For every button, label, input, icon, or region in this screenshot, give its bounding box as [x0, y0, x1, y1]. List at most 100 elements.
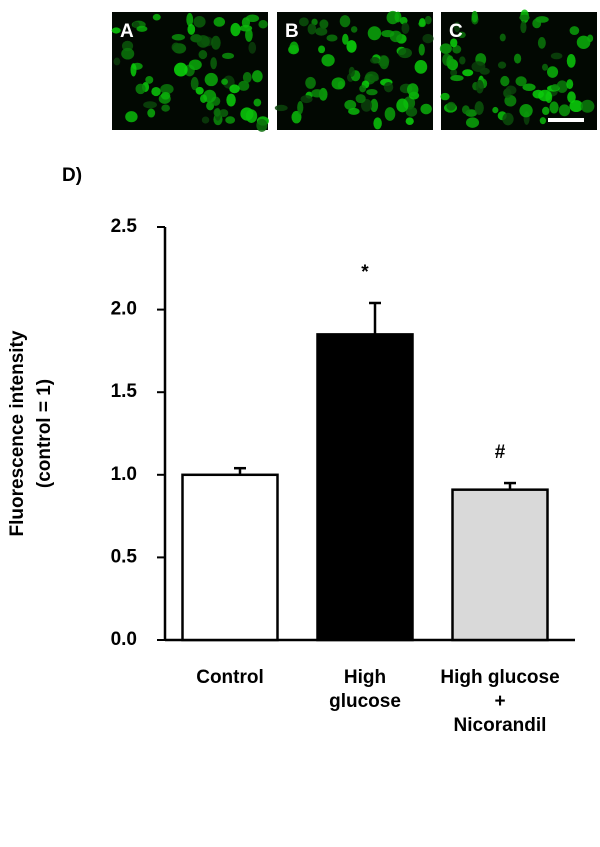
cell: [193, 15, 206, 28]
cell: [251, 70, 263, 83]
y-tick-label: 2.5: [111, 216, 138, 237]
cell: [186, 12, 194, 27]
cell: [440, 92, 450, 101]
cell: [238, 80, 250, 91]
cell: [344, 99, 357, 110]
panel-label: D): [62, 165, 82, 186]
bar: [181, 473, 279, 642]
cell: [475, 79, 484, 94]
cell: [171, 34, 186, 41]
cell: [174, 62, 188, 77]
cell: [519, 104, 533, 118]
cell: [396, 98, 409, 113]
cell: [355, 94, 366, 104]
cell: [188, 59, 202, 70]
cell: [394, 11, 402, 23]
cell: [369, 75, 380, 82]
y-axis-label: (control = 1): [34, 379, 55, 488]
cell: [225, 116, 236, 124]
cell: [551, 84, 560, 91]
x-tick-label: High glucose + Nicorandil: [440, 667, 560, 736]
cell: [522, 83, 536, 91]
cell: [405, 106, 418, 117]
cell: [221, 78, 228, 85]
cell: [537, 37, 546, 49]
cell: [556, 80, 568, 93]
cell: [462, 69, 474, 77]
cell: [384, 107, 396, 121]
cell: [289, 41, 299, 54]
cell: [201, 116, 210, 124]
cell: [576, 35, 591, 49]
y-tick-label: 0.5: [111, 546, 138, 567]
cell: [422, 33, 434, 44]
cell: [550, 52, 563, 60]
cell: [405, 117, 414, 126]
cell: [539, 117, 547, 125]
cell: [399, 16, 408, 25]
cell: [424, 15, 432, 25]
cell: [370, 98, 379, 113]
cell: [567, 91, 576, 103]
x-tick-label: High glucose: [329, 667, 401, 712]
cell: [297, 100, 304, 115]
cell: [532, 89, 544, 99]
cell: [311, 89, 324, 98]
cell: [453, 21, 461, 33]
cell: [222, 52, 235, 59]
cell: [446, 55, 455, 69]
y-tick-label: 2.0: [111, 299, 137, 320]
cell: [497, 61, 507, 69]
cell: [113, 57, 121, 66]
cell: [366, 88, 378, 96]
cell: [136, 25, 148, 32]
panel-label: C: [449, 21, 463, 42]
cell: [196, 35, 210, 48]
cell: [566, 79, 574, 90]
cell: [418, 43, 425, 56]
cell: [204, 72, 218, 87]
micrograph: B: [274, 10, 434, 130]
cell: [459, 56, 466, 65]
cell: [398, 47, 412, 59]
cell: [504, 94, 517, 107]
cell: [258, 20, 268, 29]
cell: [226, 93, 236, 107]
cell: [229, 84, 240, 94]
cell: [326, 34, 338, 42]
cell: [513, 53, 522, 64]
cell: [248, 41, 257, 54]
y-tick-label: 0.0: [111, 629, 137, 650]
cell: [198, 49, 208, 60]
cell: [125, 111, 138, 123]
cell: [519, 14, 530, 21]
cell: [587, 34, 594, 43]
cell: [471, 61, 486, 72]
cell: [471, 10, 478, 23]
cell: [200, 94, 208, 103]
cell: [253, 98, 262, 107]
bar: [451, 488, 549, 642]
cell: [130, 63, 137, 77]
cell: [569, 100, 583, 113]
cell: [160, 84, 174, 95]
cell: [383, 81, 394, 93]
cell: [132, 21, 140, 29]
cell: [580, 99, 595, 113]
cell: [242, 71, 252, 83]
cell: [461, 105, 470, 115]
cell: [337, 80, 345, 90]
cell: [367, 26, 382, 41]
cell: [245, 28, 253, 42]
cell: [342, 33, 349, 45]
cell: [420, 103, 432, 115]
cell: [318, 45, 326, 54]
cell: [350, 26, 358, 33]
cell: [414, 59, 428, 74]
cell: [532, 18, 542, 29]
cell: [546, 66, 559, 78]
cell: [505, 85, 517, 95]
cell: [190, 76, 199, 91]
